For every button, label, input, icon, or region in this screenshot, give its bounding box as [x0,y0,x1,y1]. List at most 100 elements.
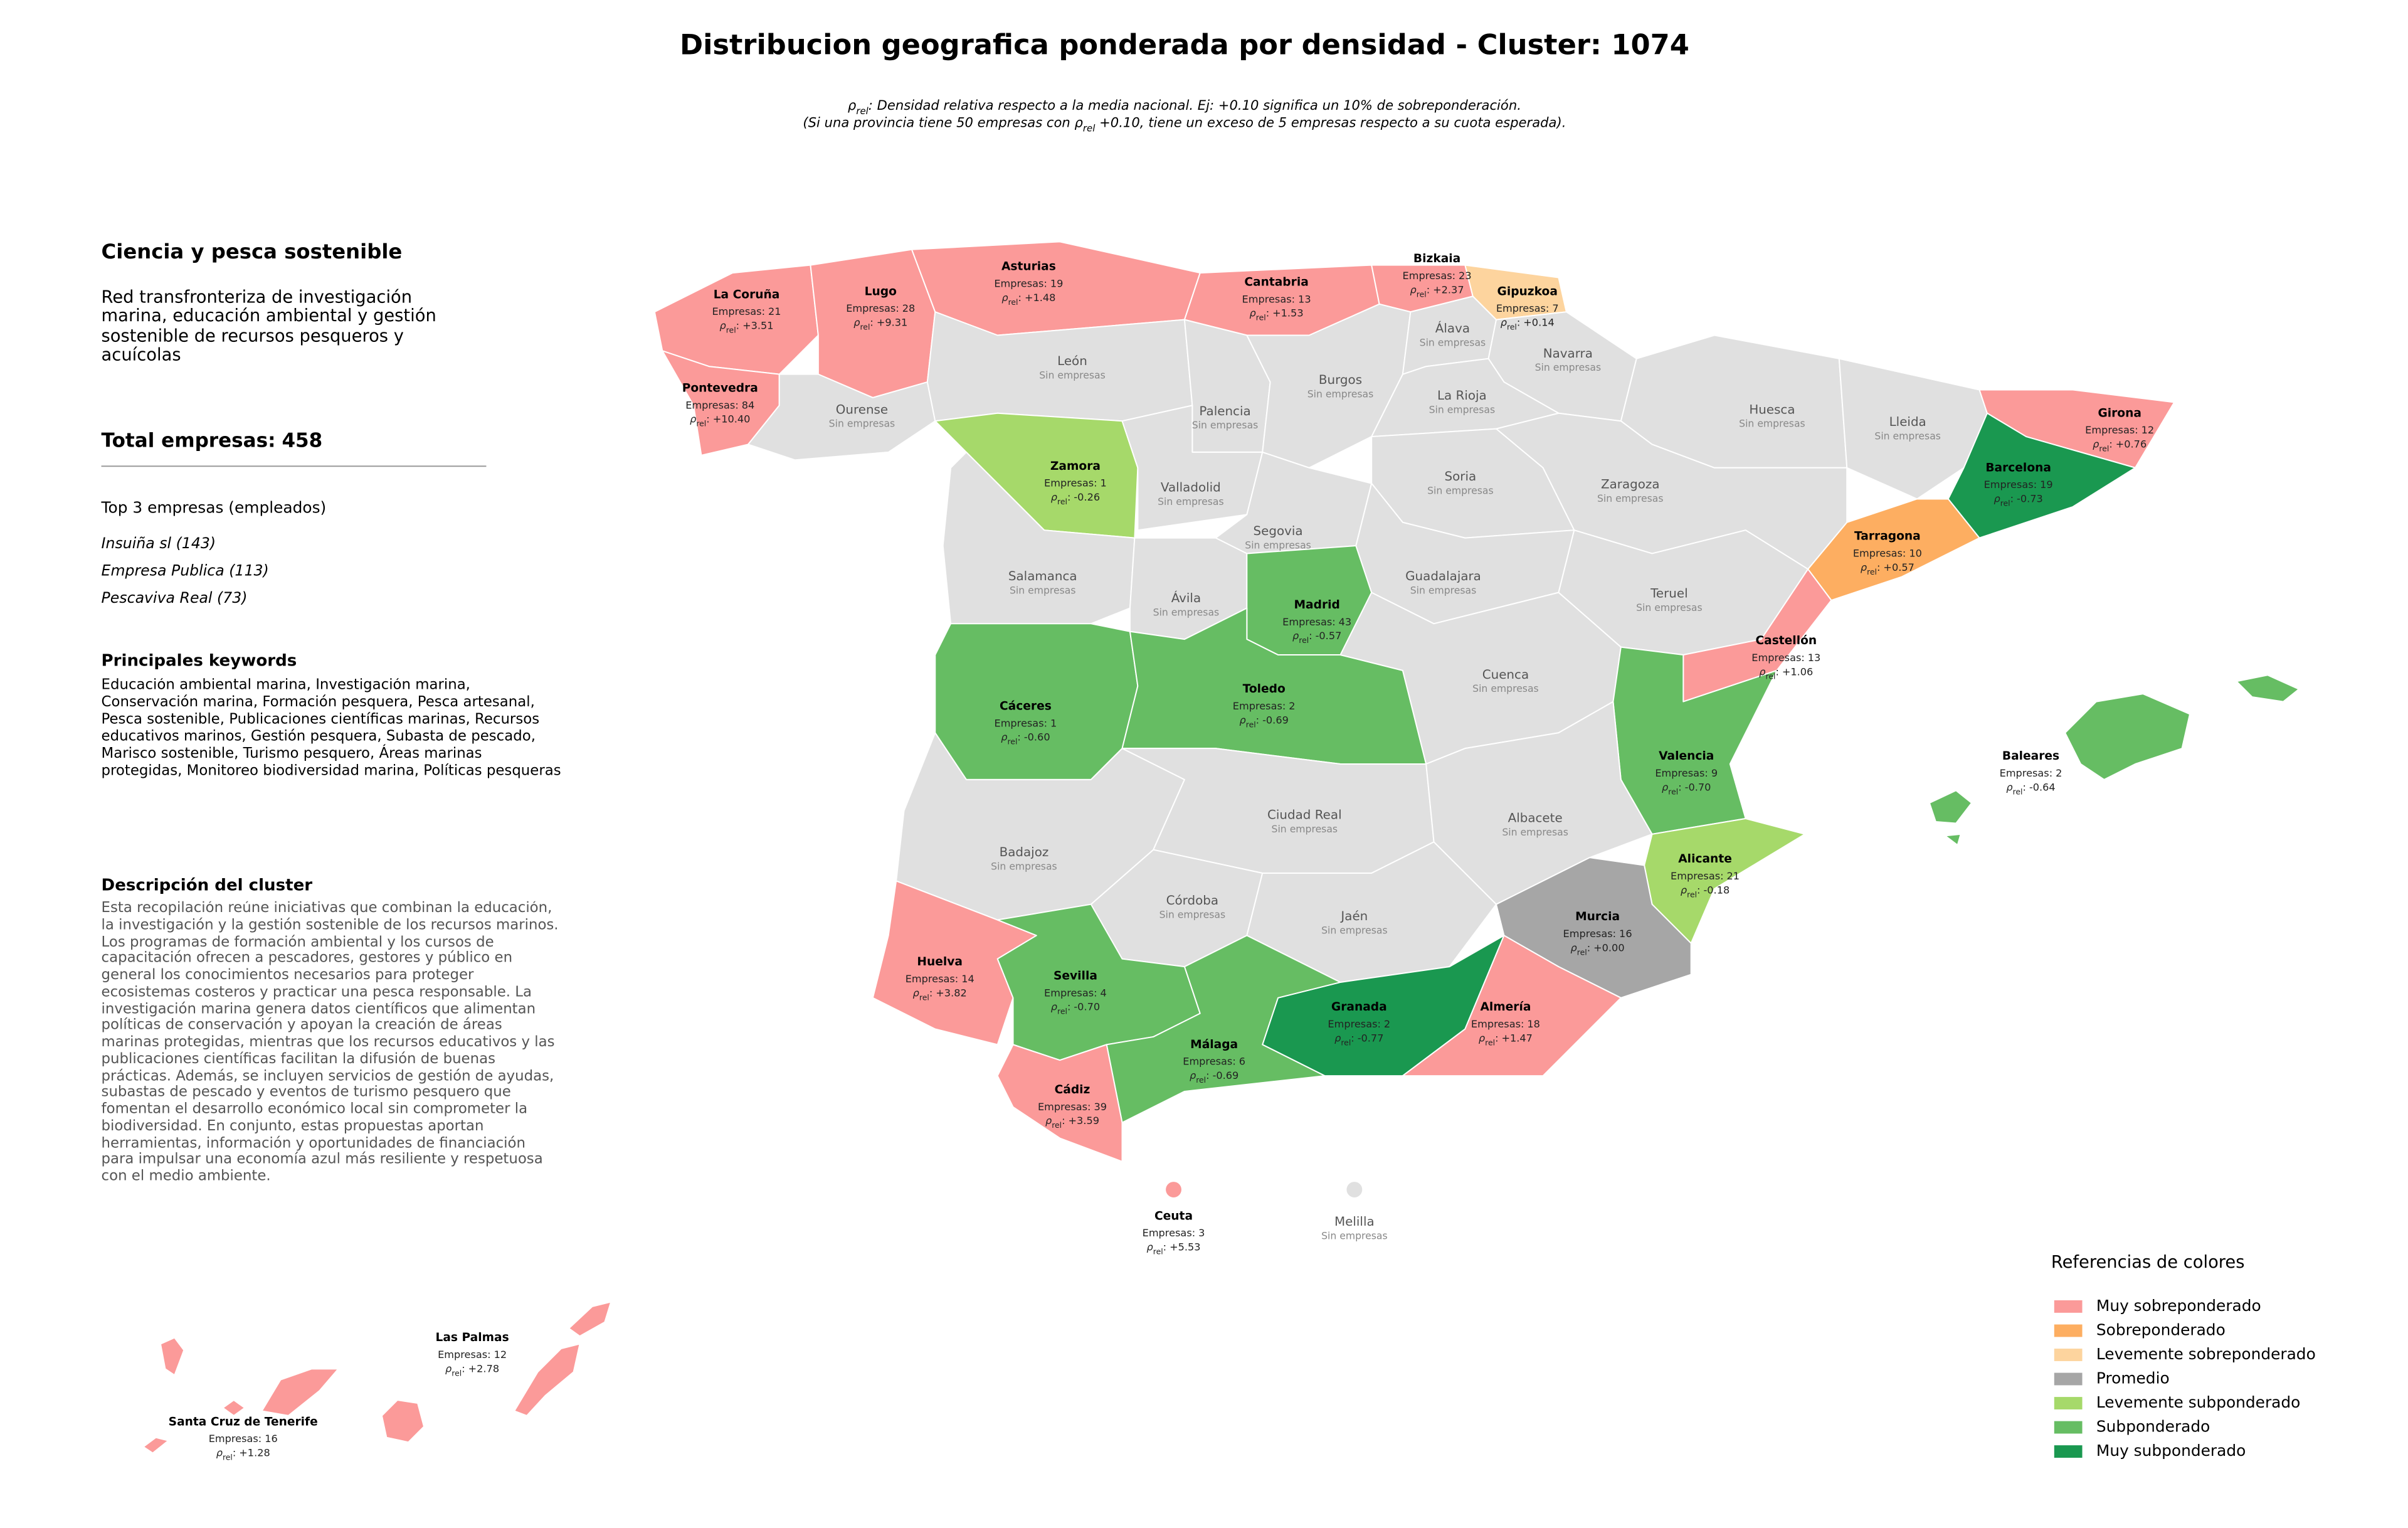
province-companies: Empresas: 12 [2085,424,2154,436]
rho-suffix: : [1163,1241,1166,1253]
companies-label: Empresas: [2000,767,2053,778]
note-segment: : Densidad relativa respecto a la media … [869,97,1521,113]
province-companies: Empresas: 9 [1655,767,1718,778]
rho-symbol: ρ [1001,291,1008,303]
rho-value: +0.00 [1593,942,1624,953]
province-companies: Empresas: 6 [1183,1055,1245,1067]
rho-value: -0.64 [2029,781,2056,793]
province-companies: Empresas: 2 [1233,700,1296,712]
total-label: Total empresas: [102,430,276,452]
companies-value: 43 [1339,615,1352,627]
province-companies: Empresas: 28 [846,302,915,314]
province-shape [747,373,936,461]
companies-label: Empresas: [1038,1100,1091,1112]
province-rho: ρrel: +1.48 [1001,291,1055,307]
province-name: Cantabria [1244,276,1308,289]
province-companies: Empresas: 14 [906,972,974,984]
province-rho: ρrel: -0.60 [1001,731,1050,746]
rho-suffix: : [2023,781,2026,793]
province-empty: Sin empresas [1039,369,1106,381]
province-name: Cádiz [1055,1083,1090,1096]
province-empty: Sin empresas [1307,388,1374,400]
rho-suffix: : [1256,714,1259,726]
companies-label: Empresas: [1563,927,1617,939]
rho-subscript: rel [1867,567,1877,576]
rho-suffix: : [929,987,932,999]
province-name: Albacete [1508,810,1563,825]
companies-label: Empresas: [994,277,1047,289]
companies-value: 4 [1101,987,1107,999]
province-empty: Sin empresas [1636,602,1703,613]
rho-suffix: : [1067,491,1070,502]
rho-value: -0.69 [1262,714,1289,726]
rho-value: -0.77 [1358,1032,1384,1044]
province-companies: Empresas: 18 [1471,1018,1540,1030]
rho-symbol: ρ [1993,492,2000,504]
rho-subscript: rel [1008,297,1018,307]
legend-label: Levemente sobreponderado [2096,1345,2316,1363]
rho-value: -0.26 [1074,491,1100,502]
province-empty: Sin empresas [1245,539,1311,551]
top-company: Pescaviva Real (73) [102,589,248,607]
companies-label: Empresas: [846,302,899,314]
province-name: La Rioja [1437,388,1487,403]
province-shape [1944,833,1962,846]
province-rho: ρrel: +1.53 [1250,307,1304,322]
province-name: Sevilla [1054,970,1097,983]
rho-subscript: rel [1057,497,1067,506]
legend-swatch [2054,1445,2083,1458]
rho-value: -0.70 [1685,781,1711,793]
rho-value: +9.31 [877,316,907,328]
rho-subscript: rel [1246,719,1256,729]
rho-symbol: ρ [1190,1069,1196,1081]
top-heading: Top 3 empresas (empleados) [101,498,327,516]
companies-label: Empresas: [1183,1055,1236,1067]
companies-value: 84 [742,399,755,411]
companies-value: 2 [1384,1018,1390,1030]
province-rho: ρrel: +2.78 [445,1362,499,1378]
rho-suffix: : [2010,492,2014,504]
legend-label: Levemente subponderado [2096,1393,2300,1411]
province-shape [381,1399,425,1443]
province-rho: ρrel: +1.06 [1759,666,1813,681]
province-rho: ρrel: +3.51 [719,319,773,335]
province-empty: Sin empresas [1192,419,1259,431]
description: Esta recopilación reúne iniciativas que … [101,901,559,1186]
top-company: Insuiña sl (143) [102,534,216,552]
legend-swatch [2054,1372,2083,1386]
province-rho: ρrel: +3.59 [1045,1115,1099,1130]
province-name: Segovia [1254,524,1303,538]
province-shape [2064,693,2191,780]
province-name: Salamanca [1008,569,1077,583]
province-name: Zaragoza [1601,477,1660,492]
companies-label: Empresas: [1233,700,1286,712]
province-name: Madrid [1294,598,1340,612]
rho-value: +3.82 [936,987,966,999]
rho-symbol: ρ [445,1362,452,1374]
province-name: Bizkaia [1413,252,1460,265]
companies-label: Empresas: [1496,302,1550,314]
companies-value: 21 [1727,869,1740,881]
rho-suffix: : [706,413,709,425]
companies-value: 39 [1094,1100,1107,1112]
companies-label: Empresas: [1143,1227,1196,1239]
province-rho: ρrel: +0.57 [1861,561,1914,576]
rho-suffix: : [1018,291,1022,303]
province-shape [996,1044,1123,1162]
province-rho: ρrel: +5.53 [1147,1241,1201,1256]
province-name: Granada [1331,1000,1387,1014]
province-name: Málaga [1190,1038,1238,1051]
rho-subscript: rel [1668,787,1678,796]
companies-value: 12 [494,1348,507,1360]
province-empty: Sin empresas [1153,606,1220,618]
province-name: Huelva [917,955,963,968]
province-rho: ρrel: +3.82 [913,987,967,1002]
province-shape [1346,1182,1363,1197]
companies-label: Empresas: [1242,293,1296,305]
rho-suffix: : [1309,630,1312,642]
province-empty: Sin empresas [829,418,895,430]
province-name: Ourense [836,402,888,416]
rho-subscript: rel [1007,737,1017,746]
province-shape [514,1343,581,1416]
